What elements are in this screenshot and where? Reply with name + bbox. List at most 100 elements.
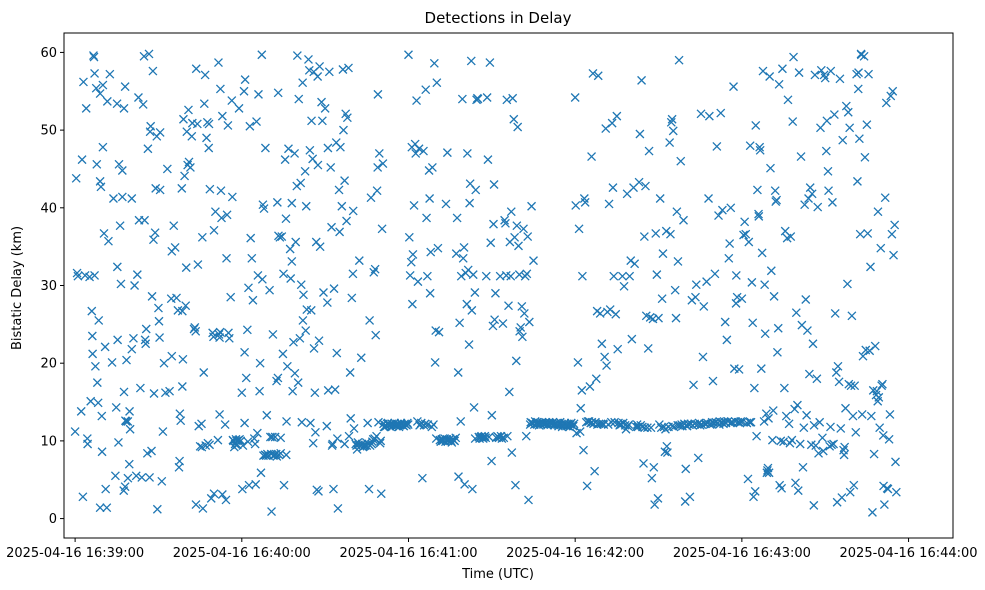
data-point-marker [675, 56, 683, 64]
data-point-marker [138, 473, 146, 481]
data-point-marker [241, 419, 249, 427]
data-point-marker [128, 194, 136, 202]
data-point-marker [125, 460, 133, 468]
data-point-marker [656, 194, 664, 202]
data-point-marker [839, 136, 847, 144]
y-axis: 0102030405060 [40, 46, 64, 527]
data-point-marker [515, 271, 523, 279]
data-point-marker [461, 480, 469, 488]
data-point-marker [636, 130, 644, 138]
data-point-marker [499, 320, 507, 328]
x-tick-label: 2025-04-16 16:43:00 [673, 546, 811, 561]
data-point-marker [120, 388, 128, 396]
data-point-marker [182, 264, 190, 272]
data-point-marker [141, 216, 149, 224]
data-point-marker [727, 204, 735, 212]
data-point-marker [690, 381, 698, 389]
data-point-marker [217, 187, 225, 195]
data-point-marker [142, 325, 150, 333]
data-point-marker [134, 93, 142, 101]
data-point-marker [224, 121, 232, 129]
data-point-marker [748, 278, 756, 286]
data-point-marker [413, 97, 421, 105]
data-point-marker [459, 254, 467, 262]
data-point-marker [319, 288, 327, 296]
data-point-marker [201, 71, 209, 79]
data-point-marker [780, 384, 788, 392]
data-point-marker [831, 309, 839, 317]
data-point-marker [88, 307, 96, 315]
data-point-marker [774, 324, 782, 332]
data-point-marker [306, 146, 314, 154]
data-point-marker [98, 412, 106, 420]
data-point-marker [515, 242, 523, 250]
data-point-marker [483, 93, 491, 101]
data-point-marker [788, 436, 796, 444]
data-point-marker [198, 233, 206, 241]
data-point-marker [580, 446, 588, 454]
data-point-marker [106, 70, 114, 78]
data-point-marker [746, 142, 754, 150]
data-point-marker [717, 109, 725, 117]
data-point-marker [778, 484, 786, 492]
data-point-marker [730, 83, 738, 91]
data-point-marker [605, 200, 613, 208]
data-point-marker [77, 407, 85, 415]
data-point-marker [874, 208, 882, 216]
data-point-marker [299, 291, 307, 299]
data-point-marker [434, 244, 442, 252]
data-point-marker [210, 226, 218, 234]
data-point-marker [371, 265, 379, 273]
data-point-marker [832, 369, 840, 377]
data-point-marker [488, 411, 496, 419]
data-point-marker [339, 66, 347, 74]
data-point-marker [96, 90, 104, 98]
data-point-marker [822, 147, 830, 155]
data-point-marker [677, 157, 685, 165]
data-point-marker [586, 383, 594, 391]
data-point-marker [311, 428, 319, 436]
data-point-marker [797, 153, 805, 161]
data-point-marker [328, 223, 336, 231]
data-point-marker [154, 304, 162, 312]
data-point-marker [881, 194, 889, 202]
data-point-marker [511, 233, 519, 241]
data-point-marker [837, 424, 845, 432]
data-point-marker [323, 299, 331, 307]
data-point-marker [304, 55, 312, 63]
data-point-marker [514, 123, 522, 131]
data-point-marker [131, 282, 139, 290]
data-point-marker [257, 469, 265, 477]
data-point-marker [72, 174, 80, 182]
data-point-marker [315, 337, 323, 345]
data-point-marker [370, 268, 378, 276]
data-point-marker [785, 420, 793, 428]
data-point-marker [79, 493, 87, 501]
data-point-marker [228, 193, 236, 201]
data-point-marker [518, 302, 526, 310]
data-point-marker [578, 386, 586, 394]
data-point-marker [472, 186, 480, 194]
data-point-marker [823, 117, 831, 125]
data-point-marker [294, 379, 302, 387]
data-point-marker [150, 389, 158, 397]
data-point-marker [112, 403, 120, 411]
data-point-marker [244, 284, 252, 292]
data-point-marker [179, 115, 187, 123]
data-point-marker [247, 234, 255, 242]
data-point-marker [225, 334, 233, 342]
data-point-marker [283, 362, 291, 370]
data-point-marker [666, 230, 674, 238]
data-point-marker [640, 233, 648, 241]
data-point-marker [158, 477, 166, 485]
data-point-marker [891, 221, 899, 229]
data-point-marker [745, 238, 753, 246]
data-point-marker [163, 165, 171, 173]
data-point-marker [645, 147, 653, 155]
data-point-marker [206, 185, 214, 193]
data-point-marker [601, 353, 609, 361]
data-point-marker [273, 377, 281, 385]
data-point-marker [173, 294, 181, 302]
data-point-marker [430, 59, 438, 67]
data-point-marker [749, 319, 757, 327]
